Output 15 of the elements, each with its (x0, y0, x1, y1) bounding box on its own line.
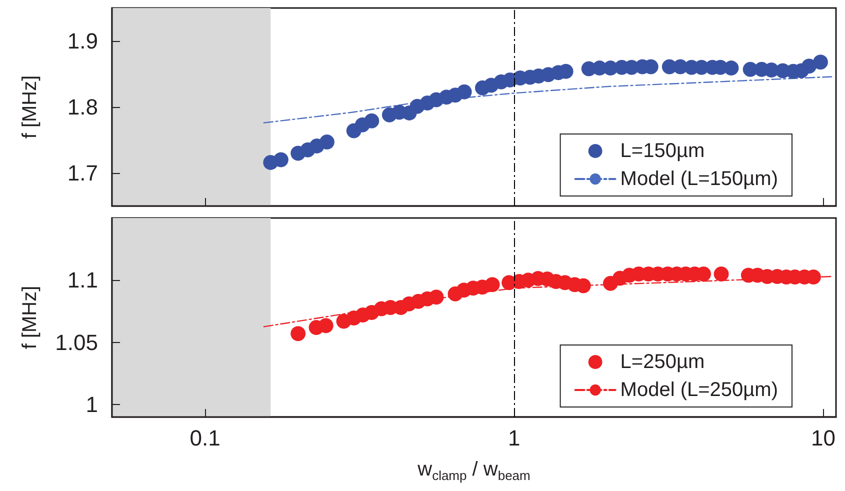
y-axis-title: f [MHz] (19, 75, 41, 139)
legend-label: L=150µm (620, 140, 705, 162)
y-tick-label: 1.9 (67, 28, 98, 54)
x-tick-label: 1 (508, 426, 520, 450)
y-tick-label: 1.05 (55, 330, 98, 355)
y-tick-label: 1.1 (67, 268, 98, 293)
y-tick-label: 1 (86, 392, 98, 418)
y-tick-label: 1.7 (67, 160, 98, 186)
legend-label: Model (L=150µm) (620, 168, 778, 190)
legend-label: L=250µm (620, 351, 705, 373)
x-tick-label: 10 (810, 426, 836, 450)
x-tick-label: 0.1 (190, 426, 220, 450)
y-axis-title: f [MHz] (19, 286, 41, 350)
legend-label: Model (L=250µm) (620, 379, 778, 401)
y-tick-label: 1.8 (67, 94, 98, 120)
